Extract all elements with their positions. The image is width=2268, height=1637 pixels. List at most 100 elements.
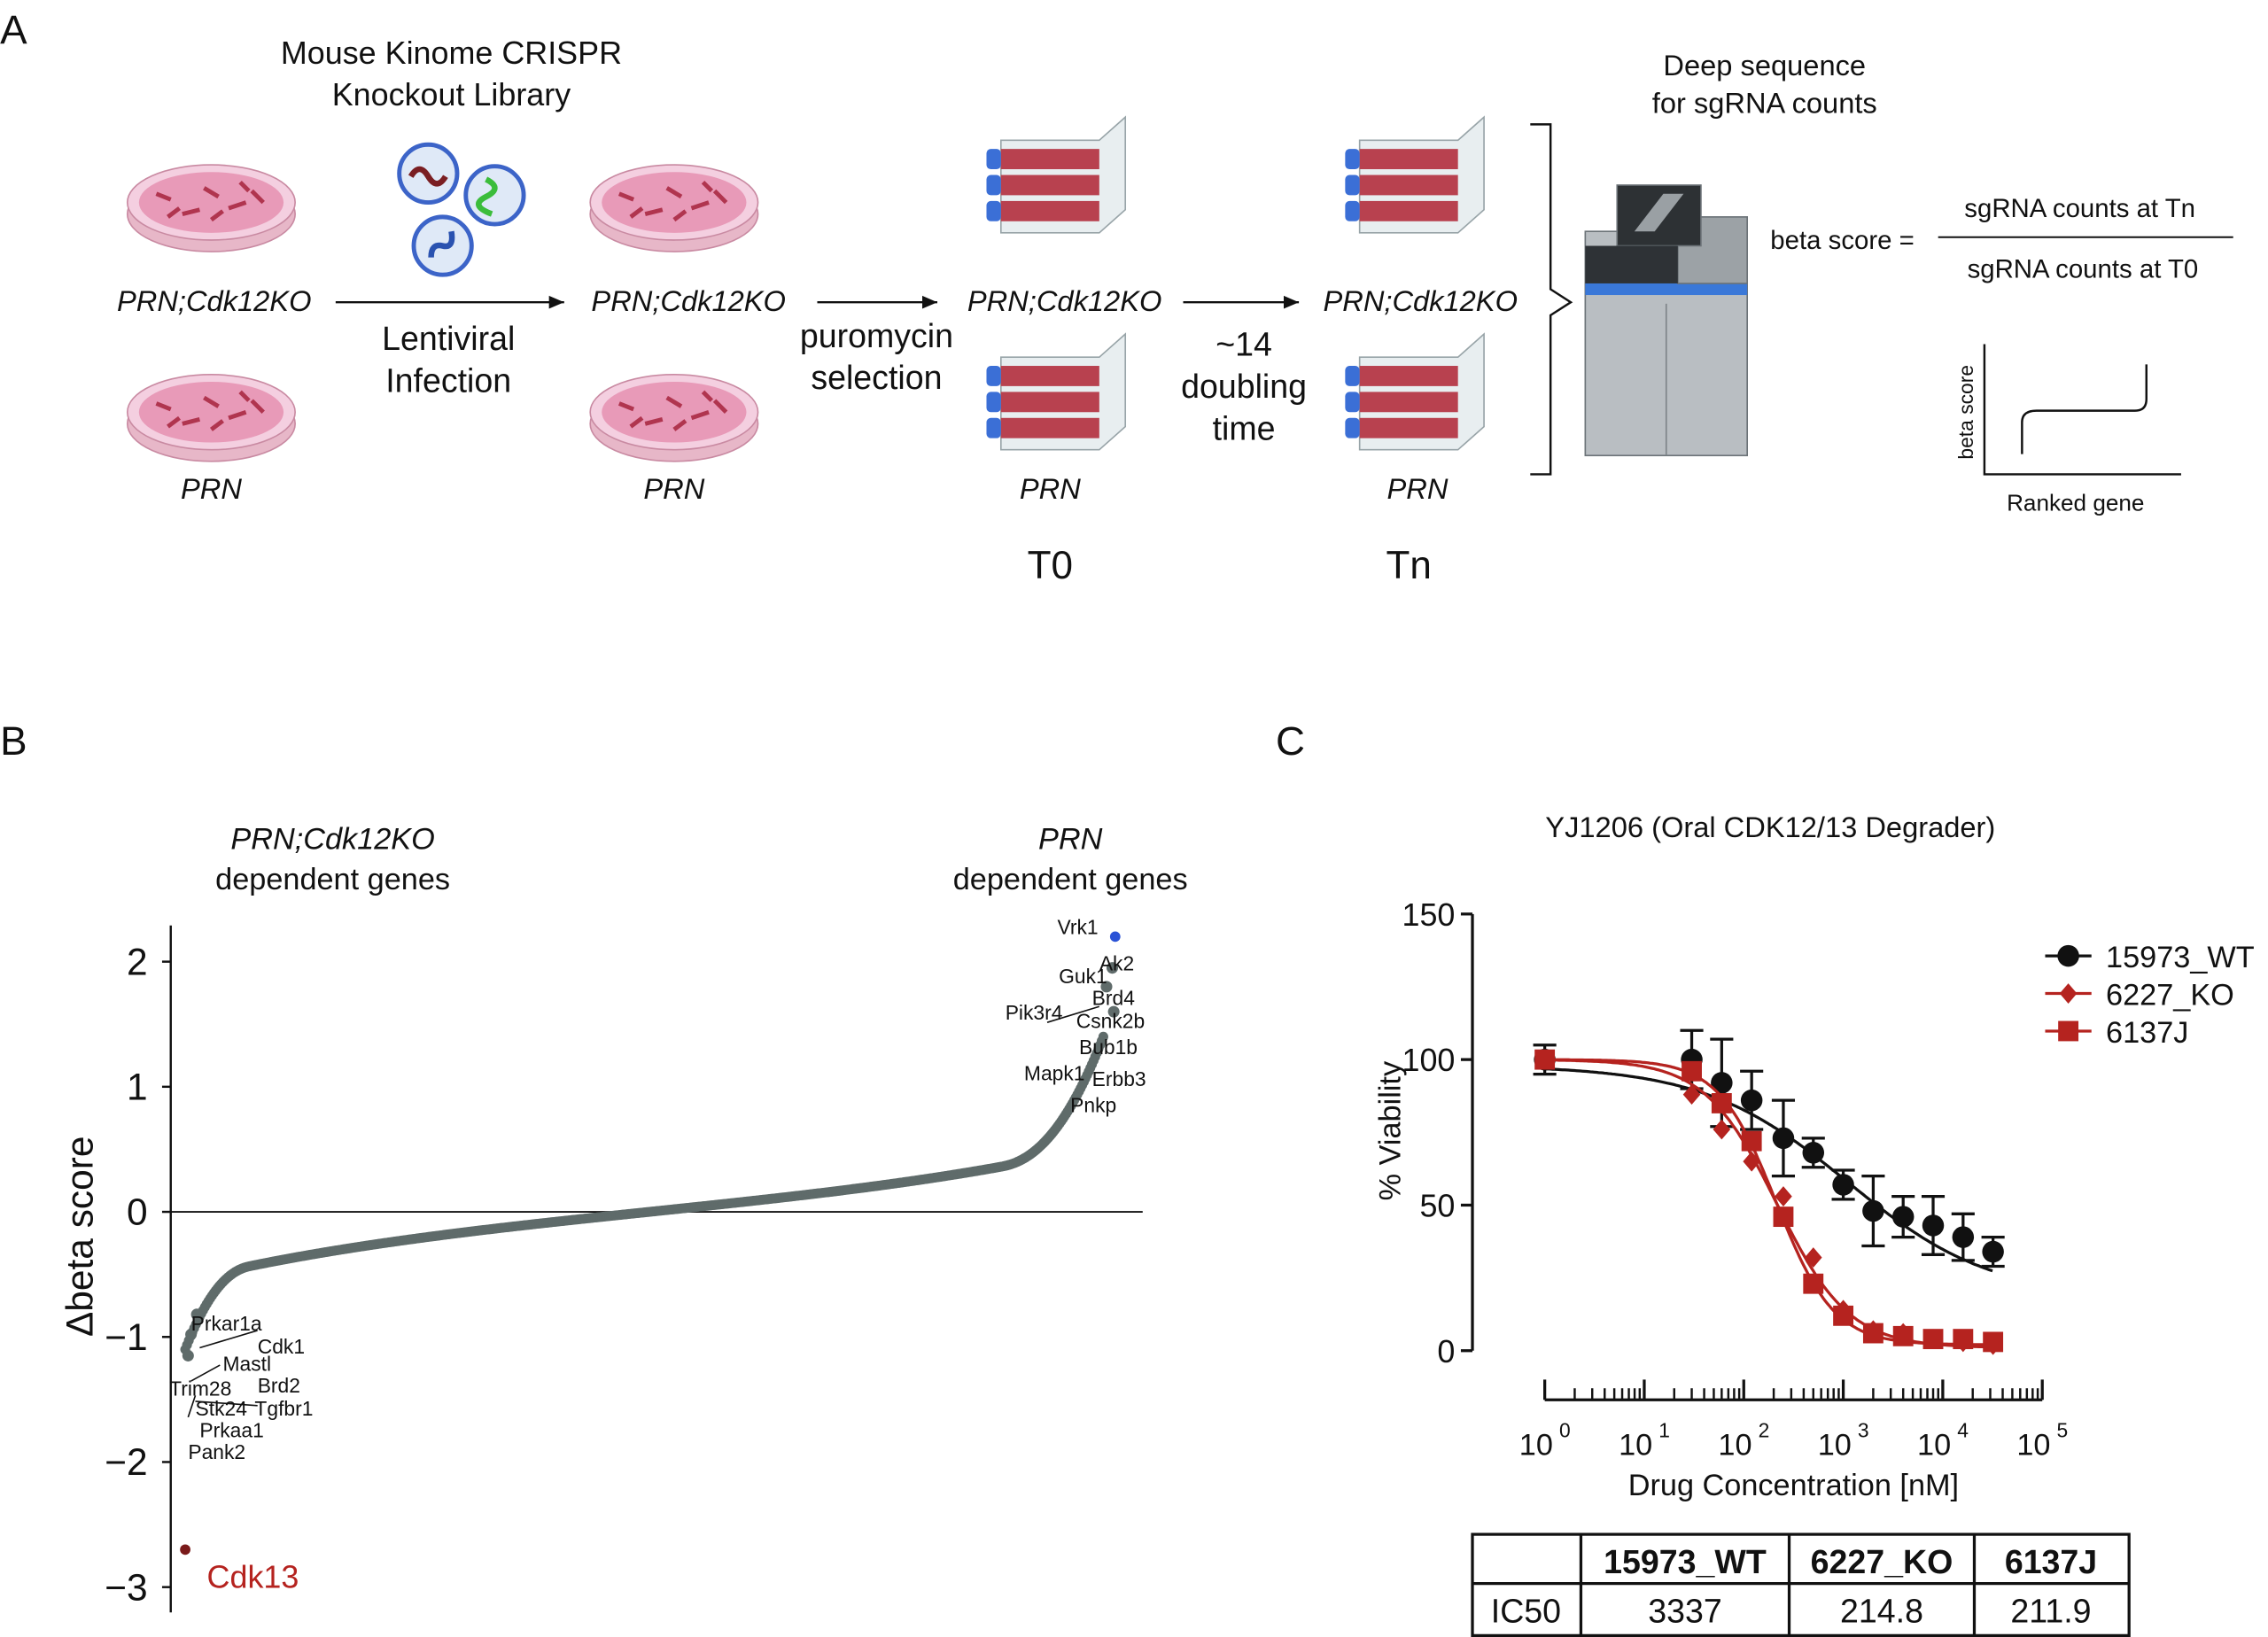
x-tick-exponent: 1 <box>1658 1419 1670 1442</box>
petri-dish-icon <box>128 375 295 462</box>
legend-label: 6137J <box>2106 1016 2188 1050</box>
gene-label: Bub1b <box>1079 1036 1138 1059</box>
y-tick-label: 100 <box>1402 1042 1455 1078</box>
gene-label: Mapk1 <box>1024 1061 1085 1084</box>
gene-point <box>190 1308 203 1321</box>
legend-marker <box>2058 1020 2079 1042</box>
data-point <box>1772 1127 1795 1150</box>
x-tick-label: 10 <box>1917 1428 1951 1462</box>
strain-label: PRN;Cdk12KO <box>591 284 786 317</box>
step-label: doubling <box>1181 368 1307 405</box>
step-label: puromycin <box>800 317 953 354</box>
gene-point <box>185 1328 198 1340</box>
y-axis-label: % Viability <box>1373 1060 1407 1200</box>
legend-label: 15973_WT <box>2106 941 2255 974</box>
panel-b: B PRN;Cdk12KO dependent genes PRN depend… <box>0 718 1188 1613</box>
gene-label: Tgfbr1 <box>254 1397 313 1420</box>
y-axis-label: Δbeta score <box>59 1137 101 1338</box>
petri-dish-icon <box>590 165 757 252</box>
gene-label: Stk24 <box>196 1397 248 1420</box>
data-point <box>1682 1084 1701 1106</box>
y-tick-label: −1 <box>105 1316 147 1358</box>
mini-ylabel: beta score <box>1954 365 1977 460</box>
beta-numerator: sgRNA counts at Tn <box>1964 194 2195 223</box>
data-point <box>1802 1142 1825 1164</box>
y-tick-label: 0 <box>1437 1333 1455 1369</box>
petri-dish-icon <box>590 375 757 462</box>
lentivirus-icon <box>397 142 526 277</box>
gene-label: Cdk1 <box>258 1335 305 1358</box>
table-header: 6137J <box>2005 1543 2097 1580</box>
gene-label: Ak2 <box>1099 951 1134 974</box>
right-group-title: PRN <box>1038 822 1103 856</box>
right-group-subtitle: dependent genes <box>953 863 1188 896</box>
x-tick-label: 10 <box>1718 1428 1751 1462</box>
gene-point <box>182 1349 194 1362</box>
table-cell: 3337 <box>1648 1593 1722 1630</box>
sequencer-icon <box>1584 184 1749 457</box>
panel-c: C YJ1206 (Oral CDK12/13 Degrader) % Viab… <box>1276 718 2255 1637</box>
gene-label: Mastl <box>223 1353 272 1376</box>
x-tick-label: 10 <box>1619 1428 1652 1462</box>
fit-curve <box>1544 1067 1993 1273</box>
panel-label-a: A <box>0 7 27 52</box>
timepoint-t0: T0 <box>1028 544 1073 587</box>
legend: 15973_WT 6227_KO 6137J <box>2045 941 2255 1050</box>
data-point <box>1953 1329 1974 1350</box>
table-header: 6227_KO <box>1811 1543 1953 1580</box>
strain-label: PRN;Cdk12KO <box>117 284 311 317</box>
cdk13-point <box>180 1544 190 1556</box>
data-point <box>1534 1049 1556 1070</box>
library-title-2: Knockout Library <box>332 76 571 112</box>
gene-label: Guk1 <box>1059 965 1107 988</box>
rank-plot: 2 1 0 −1 −2 −3 <box>105 925 1143 1613</box>
petri-dish-icon <box>128 165 295 252</box>
fit-curve <box>1544 1058 1993 1349</box>
bracket <box>1530 123 1573 476</box>
y-tick-label: 150 <box>1402 896 1455 933</box>
x-tick-exponent: 5 <box>2057 1419 2069 1442</box>
data-point <box>1775 1186 1792 1207</box>
gene-point <box>1106 962 1119 974</box>
gene-label: Trim28 <box>169 1377 231 1400</box>
flask-icon <box>985 116 1127 234</box>
y-tick-label: −3 <box>105 1566 147 1608</box>
data-point <box>1773 1206 1794 1228</box>
strain-label: PRN <box>1020 472 1081 505</box>
x-tick-exponent: 0 <box>1559 1419 1571 1442</box>
data-point <box>1740 1089 1763 1112</box>
step-label: selection <box>811 359 942 396</box>
strain-label: PRN <box>181 472 242 505</box>
table-cell: IC50 <box>1491 1593 1561 1630</box>
data-point <box>1682 1060 1702 1082</box>
data-point <box>1804 1247 1822 1268</box>
data-point <box>1741 1130 1762 1152</box>
data-point <box>1711 1072 1733 1094</box>
data-point <box>1862 1323 1884 1344</box>
sequence-title-2: for sgRNA counts <box>1652 86 1877 119</box>
y-tick-label: 50 <box>1419 1188 1455 1224</box>
beta-score-label: beta score = <box>1770 226 1914 255</box>
library-title-1: Mouse Kinome CRISPR <box>281 35 622 71</box>
step-label: time <box>1213 409 1276 446</box>
x-tick-exponent: 3 <box>1858 1419 1869 1442</box>
x-tick-label: 10 <box>1818 1428 1852 1462</box>
legend-label: 6227_KO <box>2106 979 2234 1012</box>
data-point <box>1891 1206 1915 1228</box>
step-label: ~14 <box>1216 326 1272 363</box>
step-label: Lentiviral <box>382 320 515 357</box>
strain-label: PRN;Cdk12KO <box>1323 284 1517 317</box>
vrk1-point <box>1109 931 1121 943</box>
x-tick-exponent: 4 <box>1957 1419 1969 1442</box>
data-point <box>1833 1305 1854 1326</box>
panel-label-c: C <box>1276 718 1305 764</box>
strain-label: PRN <box>643 472 704 505</box>
gene-label: Brd2 <box>258 1374 300 1397</box>
flask-icon <box>985 333 1127 451</box>
table-cell: 214.8 <box>1840 1593 1923 1630</box>
data-point <box>1983 1331 2004 1353</box>
ic50-table: 15973_WT 6227_KO 6137J IC50 3337 214.8 2… <box>1471 1532 2131 1637</box>
mini-rank-plot: beta score Ranked gene <box>1954 344 2181 516</box>
